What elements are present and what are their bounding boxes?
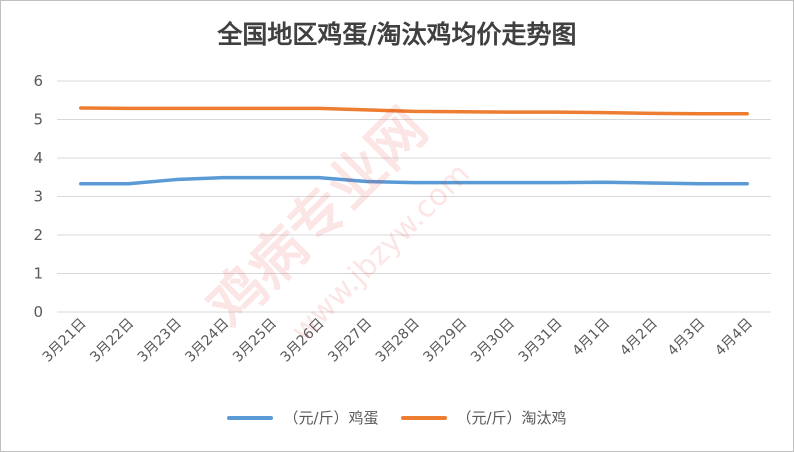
legend-label-hen: （元/斤）淘汰鸡 — [456, 409, 567, 427]
x-tick-label: 3月30日 — [468, 316, 518, 366]
x-tick-label: 3月28日 — [373, 316, 423, 366]
data-point — [602, 111, 606, 115]
data-point — [222, 176, 226, 180]
data-point — [507, 181, 511, 185]
data-point — [317, 176, 321, 180]
grid-lines — [57, 80, 771, 313]
data-point — [602, 180, 606, 184]
data-point — [698, 182, 702, 186]
x-tick-label: 3月25日 — [230, 316, 280, 366]
data-point — [460, 181, 464, 185]
y-tick-label: 3 — [33, 188, 43, 206]
y-tick-label: 5 — [33, 111, 43, 129]
data-point — [174, 178, 178, 182]
data-point — [317, 106, 321, 110]
x-tick-label: 3月22日 — [87, 316, 137, 366]
chart-title: 全国地区鸡蛋/淘汰鸡均价走势图 — [217, 20, 577, 49]
data-point — [222, 106, 226, 110]
legend-item-egg: （元/斤）鸡蛋 — [227, 407, 379, 428]
y-tick-label: 0 — [33, 303, 43, 321]
data-point — [364, 179, 368, 183]
x-tick-label: 3月26日 — [278, 316, 328, 366]
data-point — [745, 112, 749, 116]
x-tick-label: 3月23日 — [135, 316, 185, 366]
data-point — [507, 110, 511, 114]
legend: （元/斤）鸡蛋 （元/斤）淘汰鸡 — [1, 407, 793, 428]
y-tick-label: 2 — [33, 226, 43, 244]
data-point — [412, 181, 416, 185]
data-point — [126, 182, 130, 186]
x-tick-label: 4月3日 — [665, 316, 709, 360]
y-tick-label: 4 — [33, 149, 43, 167]
data-point — [364, 108, 368, 112]
x-axis-ticks: 3月21日3月22日3月23日3月24日3月25日3月26日3月27日3月28日… — [40, 316, 756, 366]
x-tick-label: 3月24日 — [182, 316, 232, 366]
data-point — [79, 182, 83, 186]
y-tick-label: 1 — [33, 265, 43, 283]
x-tick-label: 3月31日 — [516, 316, 566, 366]
x-tick-label: 4月4日 — [712, 316, 756, 360]
x-tick-label: 4月1日 — [570, 316, 614, 360]
data-point — [269, 106, 273, 110]
data-point — [650, 111, 654, 115]
data-point — [460, 110, 464, 114]
y-axis-ticks: 0 1 2 3 4 5 6 — [33, 72, 43, 321]
data-point — [650, 181, 654, 185]
y-tick-label: 6 — [33, 72, 43, 90]
legend-label-egg: （元/斤）鸡蛋 — [283, 409, 379, 427]
legend-swatch-egg — [227, 415, 274, 420]
data-point — [126, 106, 130, 110]
data-point — [555, 110, 559, 114]
data-point — [269, 176, 273, 180]
x-tick-label: 3月29日 — [420, 316, 470, 366]
legend-swatch-hen — [400, 415, 447, 420]
data-point — [174, 106, 178, 110]
x-tick-label: 4月2日 — [617, 316, 661, 360]
data-point — [745, 182, 749, 186]
x-tick-label: 3月21日 — [40, 316, 90, 366]
data-point — [555, 181, 559, 185]
series-lines — [79, 106, 749, 186]
x-tick-label: 3月27日 — [325, 316, 375, 366]
legend-item-hen: （元/斤）淘汰鸡 — [400, 407, 567, 428]
data-point — [79, 106, 83, 110]
data-point — [698, 112, 702, 116]
data-point — [412, 109, 416, 113]
